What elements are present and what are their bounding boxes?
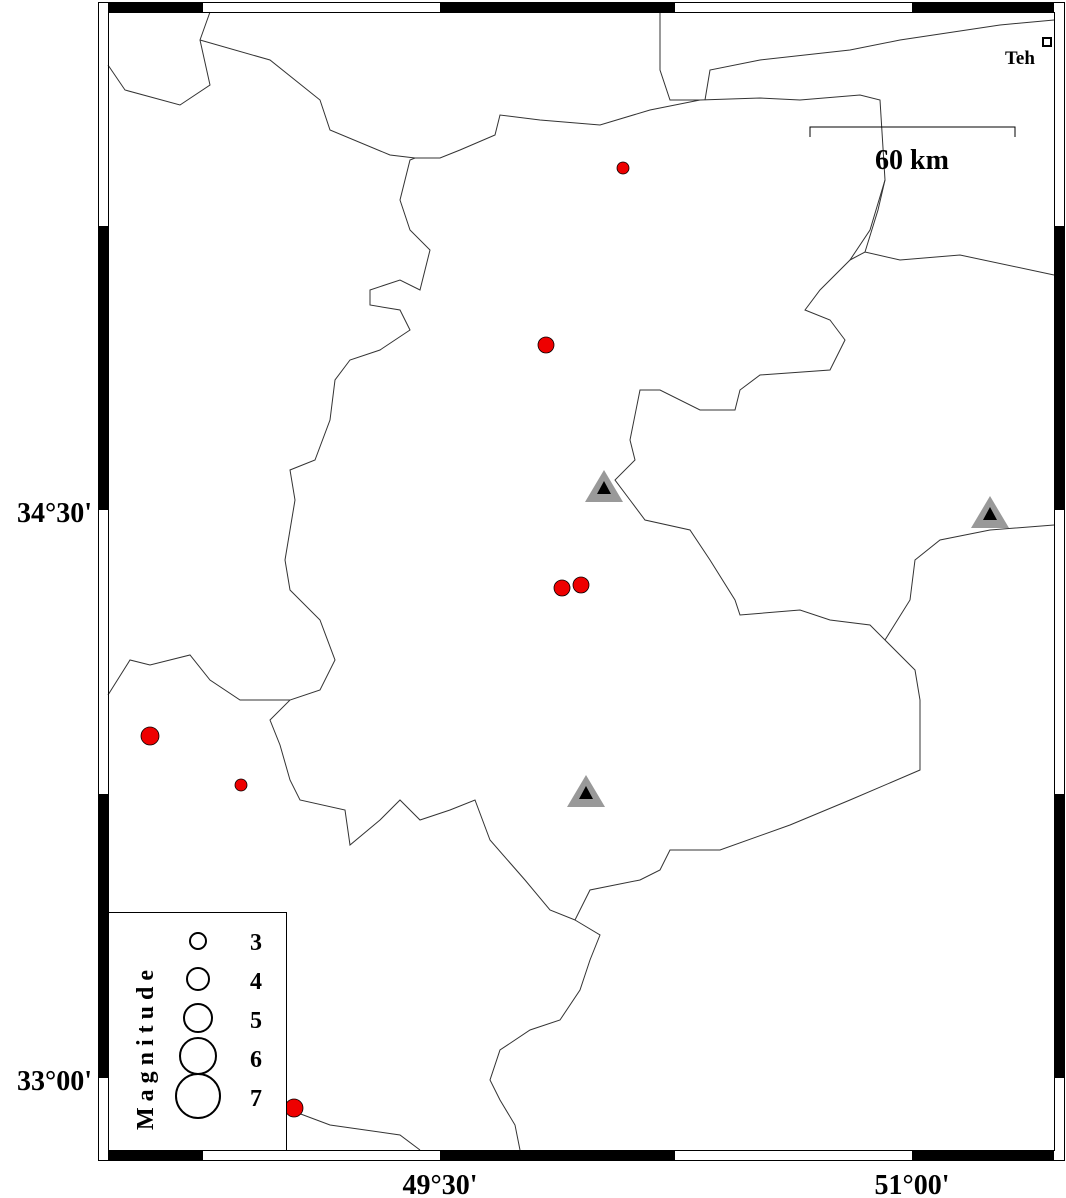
y-tick-label: 33°00' — [17, 1066, 92, 1097]
borders — [107, 11, 1055, 1151]
legend-label: 3 — [250, 930, 262, 956]
x-tick-label: 49°30' — [403, 1170, 478, 1198]
legend-label: 6 — [250, 1047, 262, 1073]
legend-label: 4 — [250, 969, 262, 995]
frame — [98, 2, 1065, 1161]
y-tick-label: 34°30' — [17, 498, 92, 529]
city-marker — [1042, 37, 1052, 47]
legend-label: 7 — [250, 1086, 262, 1112]
x-tick-label: 51°00' — [875, 1170, 950, 1198]
legend-title: Magnitude — [133, 964, 159, 1130]
city-label: Teh — [1005, 48, 1035, 69]
scale-bar — [809, 126, 1016, 137]
legend: Magnitude 3 4 5 6 7 — [108, 912, 287, 1151]
scale-label: 60 km — [875, 145, 949, 176]
stations — [567, 470, 1009, 807]
legend-label: 5 — [250, 1008, 262, 1034]
events — [140, 161, 630, 1118]
